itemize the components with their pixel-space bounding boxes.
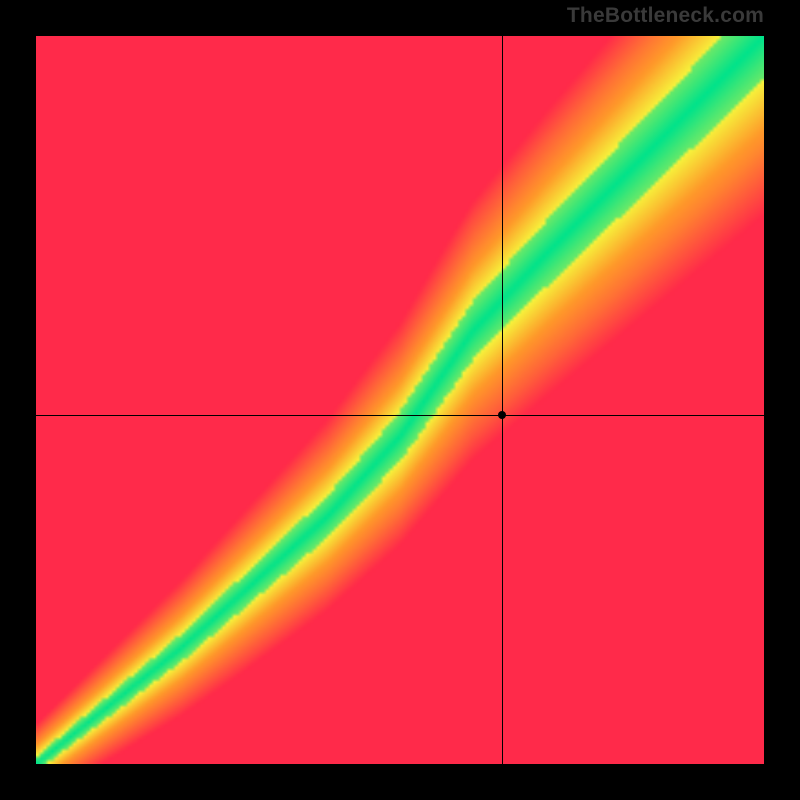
heatmap-plot	[36, 36, 764, 764]
watermark-text: TheBottleneck.com	[567, 4, 764, 28]
heatmap-canvas	[36, 36, 764, 764]
crosshair-vertical	[502, 36, 503, 764]
selection-marker	[498, 411, 506, 419]
crosshair-horizontal	[36, 415, 764, 416]
